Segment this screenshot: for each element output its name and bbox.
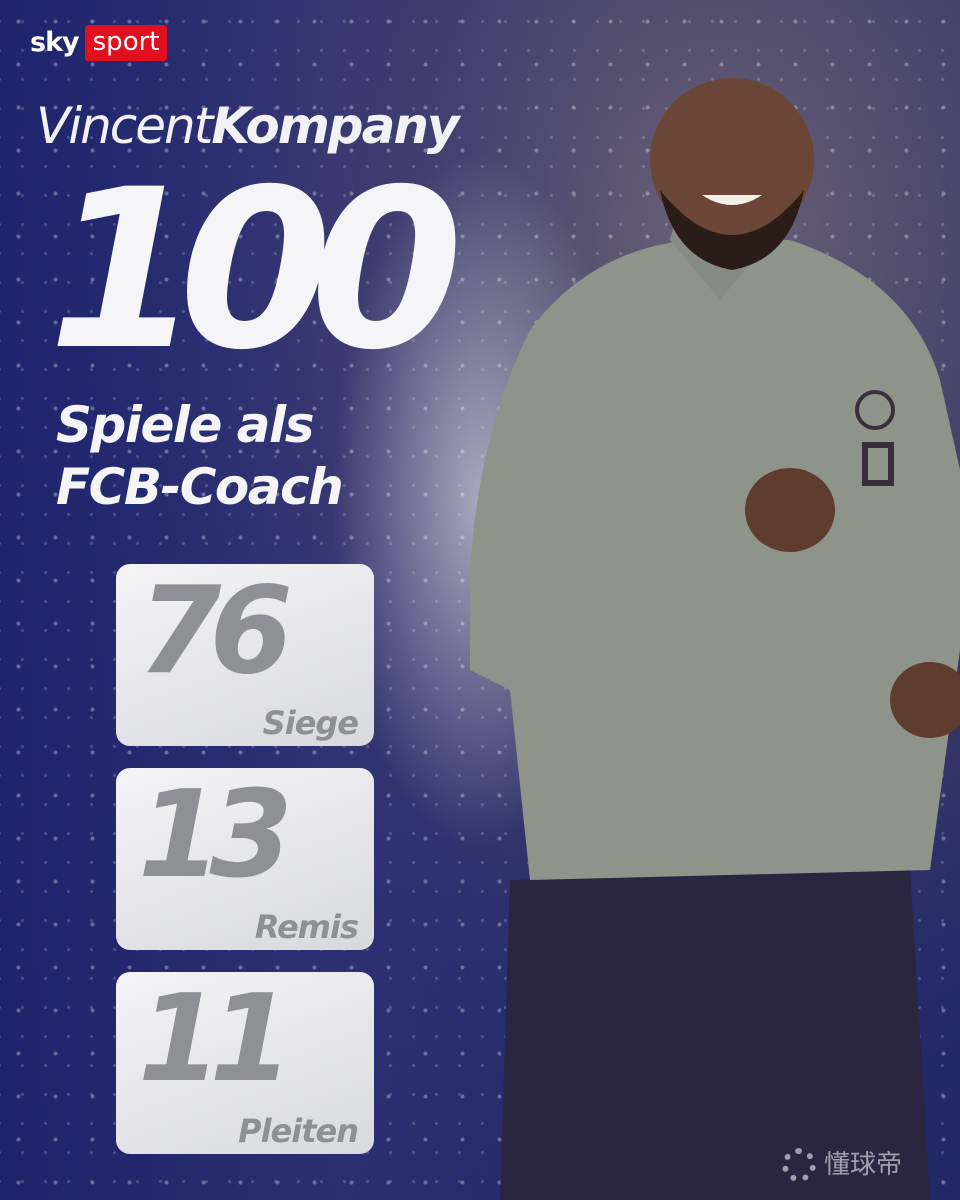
stat-value: 76 [138, 562, 293, 701]
coach-name: VincentKompany [36, 97, 460, 155]
trousers [500, 870, 930, 1200]
watermark: 懂球帝 [782, 1148, 902, 1182]
subtitle: Spiele als FCB-Coach [56, 394, 344, 518]
logo-sky: sky [30, 27, 80, 58]
fist [745, 468, 835, 552]
club-crest-icon [855, 390, 895, 430]
watermark-text: 懂球帝 [824, 1150, 903, 1180]
stat-card-draws: 13 Remis [116, 768, 374, 950]
head [650, 78, 814, 242]
smile [702, 195, 762, 205]
logo-sport: sport [84, 25, 168, 61]
stat-card-wins: 76 Siege [116, 564, 374, 746]
beard [660, 190, 804, 270]
right-hand [890, 662, 960, 738]
stat-value: 13 [138, 766, 293, 905]
stat-value: 11 [138, 970, 293, 1109]
coach-photo [470, 78, 960, 1200]
first-name: Vincent [36, 97, 213, 155]
jacket [470, 240, 960, 880]
stat-label: Pleiten [238, 1112, 359, 1150]
stat-label: Siege [262, 704, 359, 742]
sponsor-logo-icon [862, 442, 894, 486]
sky-sport-logo: sky sport [30, 25, 168, 61]
stat-card-losses: 11 Pleiten [116, 972, 374, 1154]
games-count: 100 [48, 142, 463, 398]
stat-label: Remis [254, 908, 359, 946]
football-icon [782, 1148, 816, 1182]
last-name: Kompany [211, 97, 459, 155]
subtitle-line-1: Spiele als [56, 396, 314, 454]
subtitle-line-2: FCB-Coach [56, 458, 344, 516]
